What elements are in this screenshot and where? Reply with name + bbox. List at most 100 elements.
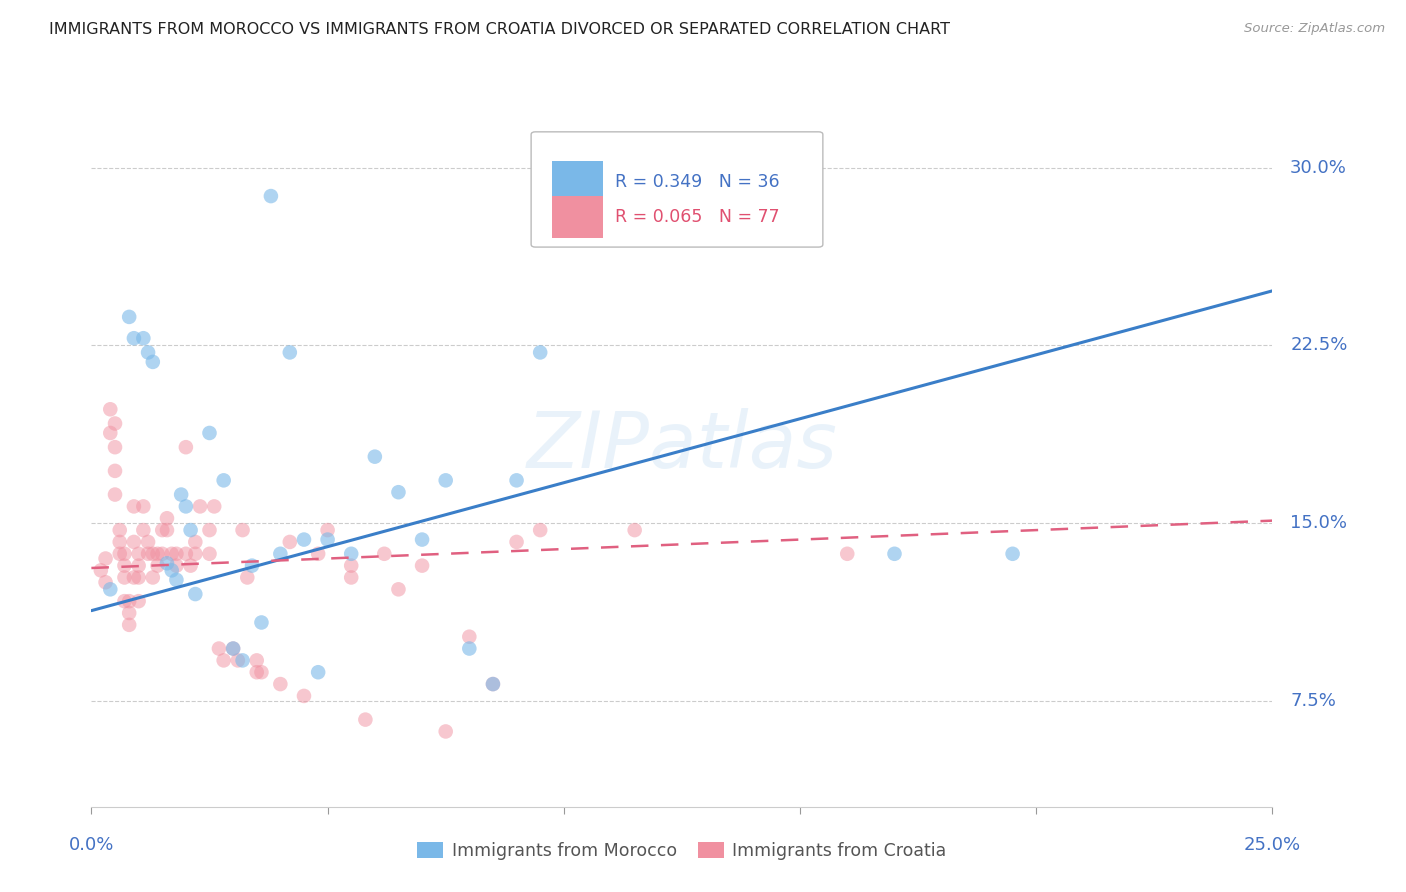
Point (340, 558, 363, 573)
Point (184, 535, 207, 549)
Point (94, 551, 117, 566)
Point (122, 500, 145, 514)
Point (387, 582, 409, 597)
Point (269, 677, 291, 691)
Point (250, 665, 273, 680)
Point (118, 310, 141, 324)
Point (165, 573, 187, 587)
Text: 7.5%: 7.5% (1291, 691, 1336, 710)
Point (340, 547, 363, 561)
Point (212, 653, 235, 667)
Point (208, 641, 231, 656)
Point (482, 677, 505, 691)
Point (146, 547, 169, 561)
Text: 0.0%: 0.0% (69, 836, 114, 854)
Point (174, 440, 197, 454)
Point (212, 474, 235, 488)
Text: R = 0.065   N = 77: R = 0.065 N = 77 (614, 208, 779, 226)
Point (136, 535, 159, 549)
Point (165, 547, 187, 561)
Text: 30.0%: 30.0% (1291, 159, 1347, 177)
Point (458, 641, 481, 656)
Point (246, 653, 269, 667)
Point (278, 345, 301, 359)
Point (136, 345, 159, 359)
Point (98, 425, 121, 440)
Point (90, 563, 112, 577)
Text: 22.5%: 22.5% (1291, 336, 1347, 354)
Point (250, 615, 273, 630)
Point (482, 677, 505, 691)
Point (411, 558, 433, 573)
Point (222, 641, 245, 656)
Point (269, 547, 291, 561)
Point (1001, 547, 1024, 561)
Point (132, 500, 155, 514)
Point (236, 570, 259, 584)
Point (142, 570, 165, 584)
Legend: Immigrants from Morocco, Immigrants from Croatia: Immigrants from Morocco, Immigrants from… (418, 842, 946, 860)
Point (118, 606, 141, 620)
Point (128, 594, 150, 608)
Point (307, 547, 329, 561)
Point (122, 570, 145, 584)
Point (104, 417, 127, 431)
Point (505, 474, 527, 488)
Point (373, 547, 395, 561)
Point (150, 523, 173, 537)
Point (108, 535, 131, 549)
Text: R = 0.349   N = 36: R = 0.349 N = 36 (614, 173, 779, 191)
Point (150, 547, 173, 561)
Point (156, 511, 179, 525)
Point (623, 523, 645, 537)
Point (142, 355, 165, 369)
Point (180, 558, 202, 573)
Point (98, 582, 121, 597)
Point (434, 724, 457, 739)
Point (156, 556, 179, 570)
Point (122, 331, 145, 345)
Point (184, 587, 207, 601)
Point (156, 523, 179, 537)
Point (222, 641, 245, 656)
Point (837, 547, 859, 561)
Point (240, 558, 263, 573)
Point (411, 533, 433, 547)
Text: IMMIGRANTS FROM MOROCCO VS IMMIGRANTS FROM CROATIA DIVORCED OR SEPARATED CORRELA: IMMIGRANTS FROM MOROCCO VS IMMIGRANTS FR… (49, 22, 950, 37)
Point (180, 523, 202, 537)
Point (202, 500, 225, 514)
Point (292, 533, 315, 547)
Point (132, 331, 155, 345)
Point (128, 570, 150, 584)
Point (292, 689, 315, 703)
Point (108, 547, 131, 561)
Point (114, 558, 136, 573)
Point (260, 189, 283, 203)
Point (114, 547, 136, 561)
Text: 15.0%: 15.0% (1291, 514, 1347, 532)
Point (118, 618, 141, 632)
Point (128, 558, 150, 573)
Text: ZIPatlas: ZIPatlas (526, 408, 838, 484)
Point (132, 523, 155, 537)
Point (108, 523, 131, 537)
Point (226, 653, 249, 667)
Point (94, 575, 117, 590)
Point (165, 558, 187, 573)
Point (434, 474, 457, 488)
Point (174, 500, 197, 514)
Point (128, 547, 150, 561)
Point (198, 425, 221, 440)
Point (505, 535, 527, 549)
Point (364, 450, 387, 464)
Point (114, 570, 136, 584)
Point (98, 402, 121, 417)
Point (278, 535, 301, 549)
Point (174, 547, 197, 561)
Text: Source: ZipAtlas.com: Source: ZipAtlas.com (1244, 22, 1385, 36)
Point (160, 563, 183, 577)
Point (387, 485, 409, 500)
Point (122, 535, 145, 549)
Point (170, 487, 193, 501)
Point (354, 713, 377, 727)
